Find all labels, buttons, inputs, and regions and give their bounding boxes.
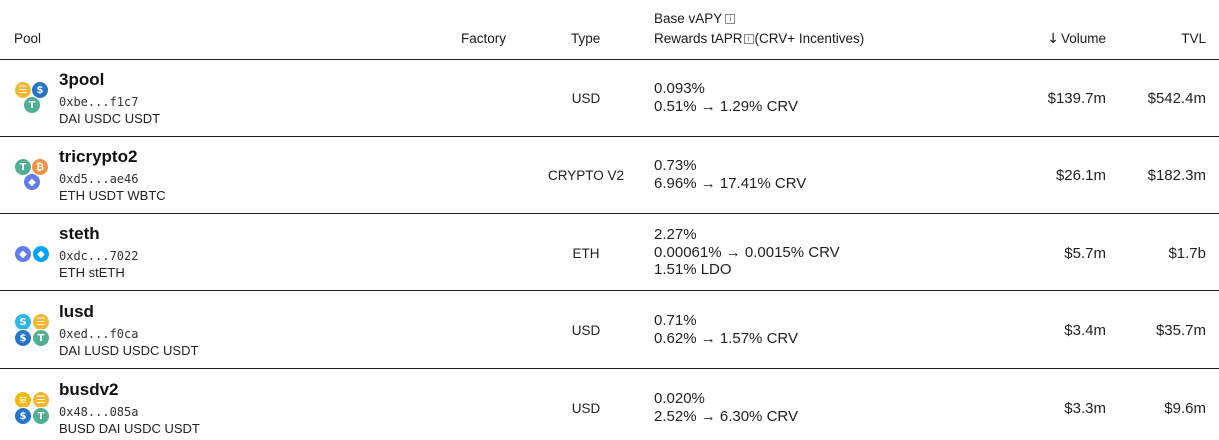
usdt-token-icon: T: [32, 407, 50, 425]
info-icon[interactable]: i: [743, 33, 754, 44]
column-header-base-vapy[interactable]: Base vAPY i: [654, 11, 736, 26]
pool-name: lusd: [59, 302, 94, 321]
base-vapy-value: 0.73%: [654, 157, 697, 174]
column-header-type[interactable]: Type: [571, 31, 601, 46]
pool-address: 0xbe...f1c7: [59, 95, 139, 109]
table-row[interactable]: ≡ ☰ $ T busdv2 0x48...085a BUSD DAI USDC USDT U…: [0, 370, 1219, 440]
rates-cell: 0.71% 0.62% → 1.57% CRV: [654, 312, 798, 347]
column-header-volume[interactable]: ↓ Volume: [1047, 31, 1106, 46]
arrow-down-icon: ↓: [1047, 30, 1059, 47]
rewards-suffix-label: (CRV+ Incentives): [754, 31, 865, 46]
column-header-pool[interactable]: Pool: [14, 31, 42, 46]
pool-token-icons: T ₿ ◆: [14, 158, 52, 194]
base-vapy-value: 2.27%: [654, 226, 697, 243]
volume-cell: $3.3m: [1064, 400, 1106, 417]
rates-cell: 2.27% 0.00061% → 0.0015% CRV 1.51% LDO: [654, 226, 840, 279]
table-header: Pool Factory Type Base vAPY i Rewards tA…: [0, 0, 1219, 60]
pool-address: 0xdc...7022: [59, 249, 139, 263]
table-row[interactable]: ☰ $ T 3pool 0xbe...f1c7 DAI USDC USDT USD 0.093…: [0, 60, 1219, 137]
rates-cell: 0.73% 6.96% → 17.41% CRV: [654, 157, 806, 192]
tvl-cell: $1.7b: [1168, 245, 1206, 262]
base-vapy-value: 0.71%: [654, 312, 697, 329]
tvl-cell: $9.6m: [1164, 400, 1206, 417]
pool-tokens: ETH USDT WBTC: [59, 188, 166, 203]
rewards-tapr-value: 0.62% → 1.57% CRV: [654, 329, 798, 347]
type-cell: USD: [571, 91, 601, 106]
tvl-cell: $542.4m: [1147, 90, 1206, 107]
column-header-rewards-tapr[interactable]: Rewards tAPR i (CRV+ Incentives): [654, 31, 864, 46]
table-row[interactable]: T ₿ ◆ tricrypto2 0xd5...ae46 ETH USDT WBTC CRY…: [0, 137, 1219, 214]
pool-tokens: BUSD DAI USDC USDT: [59, 421, 200, 436]
rewards-tapr-value: 1.51% LDO: [654, 261, 732, 278]
rewards-tapr-label: Rewards tAPR: [654, 31, 743, 46]
usdc-token-icon: $: [14, 329, 32, 347]
pool-name: tricrypto2: [59, 147, 138, 166]
type-cell: USD: [571, 401, 601, 416]
pool-tokens: ETH stETH: [59, 265, 125, 280]
base-vapy-value: 0.020%: [654, 390, 705, 407]
pool-token-icons: S ☰ $ T: [14, 313, 52, 349]
rewards-tapr-value: 0.00061% → 0.0015% CRV: [654, 243, 840, 261]
info-icon[interactable]: i: [725, 13, 736, 24]
volume-cell: $26.1m: [1055, 167, 1106, 184]
type-cell: ETH: [572, 246, 600, 261]
pool-name: steth: [59, 224, 100, 243]
volume-cell: $3.4m: [1064, 322, 1106, 339]
tvl-cell: $182.3m: [1147, 167, 1206, 184]
volume-cell: $139.7m: [1047, 90, 1106, 107]
pool-name: 3pool: [59, 70, 105, 89]
pool-address: 0x48...085a: [59, 405, 139, 419]
base-vapy-label: Base vAPY: [654, 11, 723, 26]
rates-cell: 0.093% 0.51% → 1.29% CRV: [654, 80, 798, 115]
eth-token-icon: ◆: [14, 245, 32, 263]
pool-tokens: DAI USDC USDT: [59, 111, 161, 126]
column-header-factory[interactable]: Factory: [461, 31, 507, 46]
usdc-token-icon: $: [14, 407, 32, 425]
factory-cell: CRYPTO V2: [548, 168, 625, 183]
usdt-token-icon: T: [23, 96, 41, 114]
rewards-tapr-value: 6.96% → 17.41% CRV: [654, 174, 807, 192]
type-cell: USD: [571, 323, 601, 338]
eth-token-icon: ◆: [23, 173, 41, 191]
rewards-tapr-value: 2.52% → 6.30% CRV: [654, 407, 798, 425]
column-header-tvl[interactable]: TVL: [1181, 31, 1206, 46]
table-row[interactable]: ◆ ◆ steth 0xdc...7022 ETH stETH ETH 2.27% 0.000…: [0, 214, 1219, 291]
pool-address: 0xed...f0ca: [59, 327, 139, 341]
pool-token-icons: ≡ ☰ $ T: [14, 391, 52, 427]
pool-token-icons: ◆ ◆: [14, 235, 52, 271]
rates-cell: 0.020% 2.52% → 6.30% CRV: [654, 390, 798, 425]
usdc-token-icon: $: [31, 81, 49, 99]
base-vapy-value: 0.093%: [654, 80, 705, 97]
dai-token-icon: ☰: [32, 391, 50, 409]
steth-token-icon: ◆: [32, 245, 50, 263]
pool-token-icons: ☰ $ T: [14, 81, 52, 117]
wbtc-token-icon: ₿: [31, 158, 49, 176]
tvl-cell: $35.7m: [1155, 322, 1206, 339]
usdt-token-icon: T: [32, 329, 50, 347]
volume-label: Volume: [1060, 31, 1106, 46]
volume-cell: $5.7m: [1064, 245, 1106, 262]
pool-name: busdv2: [59, 380, 119, 399]
pool-address: 0xd5...ae46: [59, 172, 139, 186]
table-row[interactable]: S ☰ $ T lusd 0xed...f0ca DAI LUSD USDC USDT USD…: [0, 292, 1219, 369]
rewards-tapr-value: 0.51% → 1.29% CRV: [654, 97, 798, 115]
pool-tokens: DAI LUSD USDC USDT: [59, 343, 199, 358]
